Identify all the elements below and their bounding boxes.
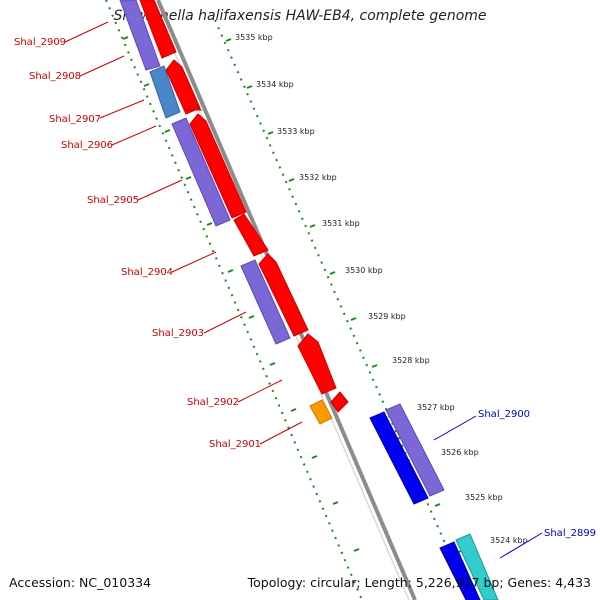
genome-summary-text: Topology: circular; Length: 5,226,917 bp…	[247, 575, 591, 590]
kbp-label: 3528 kbp	[392, 356, 430, 365]
gene-arrow-shal-2903[interactable]	[258, 253, 309, 337]
ruler-dotted-lines	[105, 0, 471, 600]
kbp-labels: 3535 kbp 3534 kbp 3533 kbp 3532 kbp 3531…	[235, 33, 528, 545]
gene-label: Shal_2902	[187, 397, 239, 408]
gene-label: Shal_2909	[14, 37, 66, 48]
gene-label: Shal_2904	[121, 267, 173, 278]
gene-arrow-shal-2908[interactable]	[165, 59, 201, 115]
gene-label: Shal_2907	[49, 114, 101, 125]
kbp-label: 3525 kbp	[465, 493, 503, 502]
feature-shal-2900-purple[interactable]	[385, 403, 445, 497]
right-features	[369, 403, 499, 600]
kbp-label: 3533 kbp	[277, 127, 315, 136]
kbp-label: 3534 kbp	[256, 80, 294, 89]
feature-shal-2903[interactable]	[240, 259, 291, 345]
kbp-label: 3529 kbp	[368, 312, 406, 321]
left-ruler-ticks	[122, 36, 360, 552]
kbp-label: 3532 kbp	[299, 173, 337, 182]
feature-shal-2909[interactable]	[119, 0, 161, 71]
kbp-label: 3524 kbp	[490, 536, 528, 545]
kbp-label: 3526 kbp	[441, 448, 479, 457]
gene-arrow-shal-2902a[interactable]	[297, 333, 337, 395]
gene-arrow-shal-2905[interactable]	[189, 113, 247, 219]
kbp-label: 3531 kbp	[322, 219, 360, 228]
kbp-label: 3527 kbp	[417, 403, 455, 412]
feature-shal-2900-blue[interactable]	[369, 411, 429, 505]
accession-text: Accession: NC_010334	[9, 575, 152, 590]
feature-shal-2908[interactable]	[149, 65, 181, 119]
feature-shal-2899-cyan[interactable]	[455, 533, 499, 600]
gene-label: Shal_2905	[87, 195, 139, 206]
feature-shal-2901[interactable]	[309, 399, 333, 425]
gene-label: Shal_2908	[29, 71, 81, 82]
kbp-label: 3530 kbp	[345, 266, 383, 275]
feature-shal-2899-blue[interactable]	[439, 541, 481, 600]
gene-arrow-shal-2907[interactable]	[184, 102, 203, 111]
gene-label: Shal_2906	[61, 140, 113, 151]
gene-label: Shal_2901	[209, 439, 261, 450]
kbp-label: 3535 kbp	[235, 33, 273, 42]
gene-arrow-shal-2904[interactable]	[233, 213, 269, 257]
genome-title: Shewanella halifaxensis HAW-EB4, complet…	[113, 8, 487, 24]
red-gene-arrows	[139, 0, 349, 413]
gene-arrow-shal-2902b[interactable]	[330, 391, 349, 413]
gene-label: Shal_2900	[478, 409, 530, 420]
left-features	[119, 0, 333, 425]
gene-labels: Shal_2909 Shal_2908 Shal_2907 Shal_2906 …	[14, 37, 596, 539]
feature-shal-2906[interactable]	[171, 117, 231, 227]
gene-arrow-shal-2909[interactable]	[139, 0, 177, 59]
gene-label: Shal_2899	[544, 528, 596, 539]
gene-label: Shal_2903	[152, 328, 204, 339]
label-leader-lines	[64, 21, 543, 559]
